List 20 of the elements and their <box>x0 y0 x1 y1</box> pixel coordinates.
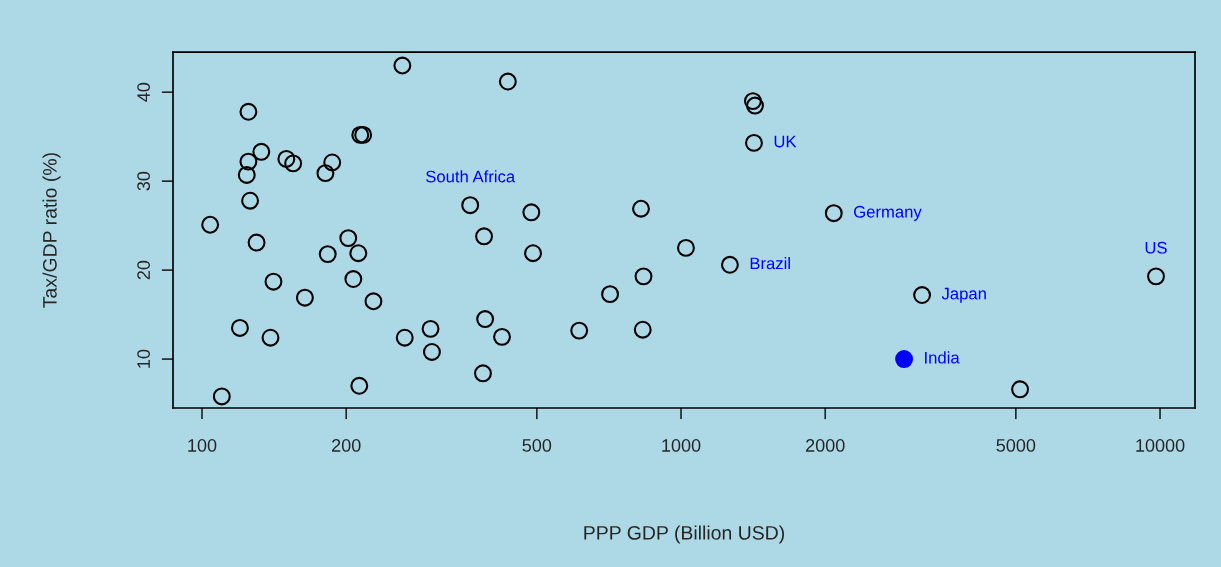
x-tick-label: 100 <box>188 439 217 452</box>
x-tick-label: 500 <box>522 439 552 452</box>
annotation: South Africa <box>426 170 516 183</box>
x-tick-label: 2000 <box>806 439 845 452</box>
x-tick-label: 5000 <box>996 439 1036 452</box>
annotation: Germany <box>854 205 922 221</box>
annotation: Japan <box>941 287 986 303</box>
y-tick-label: 30 <box>137 171 150 191</box>
x-axis-title: PPP GDP (Billion USD) <box>584 525 785 544</box>
x-tick-label: 1000 <box>662 439 701 452</box>
y-tick-label: 10 <box>137 349 150 368</box>
annotation: US <box>1145 241 1167 254</box>
y-tick-label: 40 <box>137 82 150 102</box>
annotation: UK <box>774 135 797 148</box>
x-tick-label: 200 <box>332 439 361 452</box>
annotation: Brazil <box>750 257 790 270</box>
x-tick-label: 10000 <box>1136 439 1185 452</box>
y-tick-label: 20 <box>137 260 150 280</box>
annotation: India <box>925 351 960 364</box>
y-axis-title: Tax/GDP ratio (%) <box>42 153 61 308</box>
